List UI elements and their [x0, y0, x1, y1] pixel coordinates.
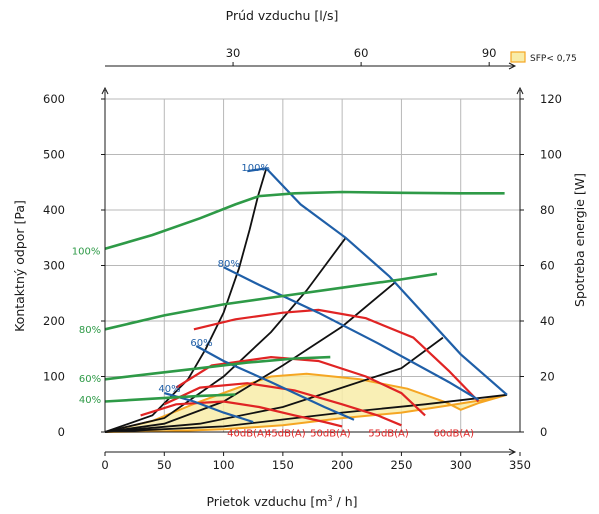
top-tick-label: 90: [482, 46, 497, 60]
bottom-tick-label: 150: [272, 458, 294, 472]
bottom-axis-title-text: Prietok vzduchu [m: [206, 494, 327, 509]
series-label: 40%: [158, 384, 180, 395]
bottom-tick-label: 100: [213, 458, 235, 472]
bottom-tick-label: 0: [101, 458, 108, 472]
series-label: 60%: [190, 338, 212, 349]
series-label: 100%: [241, 163, 270, 174]
left-tick-label: 600: [43, 92, 65, 106]
left-tick-label: 0: [58, 425, 65, 439]
legend-swatch: [511, 52, 525, 62]
power-series-label: 100%: [72, 246, 101, 257]
right-tick-label: 60: [540, 259, 555, 273]
left-axis-title: Kontaktný odpor [Pa]: [12, 200, 27, 332]
bottom-tick-label: 350: [509, 458, 531, 472]
right-tick-label: 0: [540, 425, 547, 439]
top-axis-title: Prúd vzduchu [l/s]: [226, 8, 339, 23]
noise-series-label: 45dB(A): [265, 428, 306, 439]
top-tick-label: 30: [226, 46, 241, 60]
top-tick-label: 60: [354, 46, 369, 60]
noise-series-label: 40dB(A): [227, 428, 268, 439]
right-tick-label: 120: [540, 92, 562, 106]
noise-series-label: 50dB(A): [310, 428, 351, 439]
bottom-tick-label: 50: [157, 458, 172, 472]
power-series-label: 40%: [79, 395, 101, 406]
legend: SFP< 0,75: [511, 52, 577, 64]
left-tick-label: 300: [43, 259, 65, 273]
right-tick-label: 40: [540, 314, 555, 328]
bottom-axis-title: Prietok vzduchu [m3 / h]: [206, 494, 357, 509]
bottom-axis-title-tail: / h]: [333, 494, 358, 509]
bottom-tick-label: 250: [390, 458, 412, 472]
left-tick-label: 100: [43, 370, 65, 384]
left-tick-label: 400: [43, 203, 65, 217]
right-tick-label: 20: [540, 370, 555, 384]
power-series-label: 80%: [79, 325, 101, 336]
noise-series-label: 55dB(A): [368, 428, 409, 439]
right-tick-label: 80: [540, 203, 555, 217]
power-series-label: 60%: [79, 374, 101, 385]
power-curve: [105, 192, 505, 249]
series-label: 80%: [218, 259, 240, 270]
left-tick-label: 200: [43, 314, 65, 328]
noise-series-label: 60dB(A): [433, 428, 474, 439]
left-tick-label: 500: [43, 148, 65, 162]
bottom-tick-label: 300: [450, 458, 472, 472]
right-axis-title: Spotreba energie [W]: [572, 173, 587, 307]
legend-label: SFP< 0,75: [530, 54, 577, 64]
right-tick-label: 100: [540, 148, 562, 162]
bottom-tick-label: 200: [331, 458, 353, 472]
